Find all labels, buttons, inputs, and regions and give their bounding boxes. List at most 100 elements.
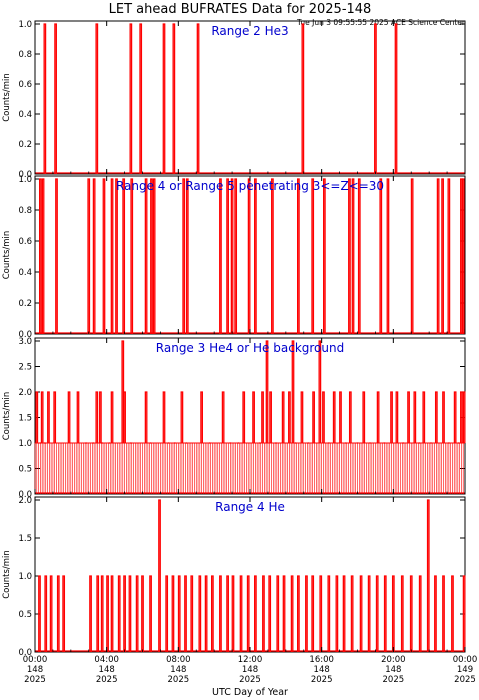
data-spike — [162, 391, 166, 443]
data-spike — [291, 340, 295, 443]
data-spike — [422, 391, 426, 443]
x-tick-label: 148 — [27, 665, 43, 675]
data-spike — [453, 391, 457, 443]
y-axis-label: Counts/min — [2, 73, 12, 122]
panel-4: 0.0 0.5 1.0 1.5 2.0 Counts/min Range 4 He — [2, 496, 466, 658]
y-tick-label: 0.5 — [18, 465, 32, 475]
data-spike — [62, 575, 66, 652]
data-spike — [409, 575, 413, 652]
y-tick-label: 0.0 — [18, 330, 32, 340]
data-spike — [376, 391, 380, 443]
panel-title: Range 4 or Range 5 penetrating 3<=Z<=30 — [116, 179, 384, 193]
data-spike — [254, 575, 257, 652]
x-tick-label: 20:00 — [381, 655, 406, 665]
data-spike — [359, 575, 363, 652]
data-spike — [76, 391, 80, 443]
panel-2: 0.0 0.2 0.4 0.6 0.8 1.0 Counts/min Range 4 or R… — [2, 175, 466, 340]
data-spike — [357, 178, 361, 334]
y-tick-label: 1.5 — [18, 414, 32, 424]
x-tick-label: 2025 — [311, 675, 333, 685]
data-spike — [35, 391, 39, 443]
data-spike — [141, 575, 144, 652]
panel-title: Range 3 He4 or He background — [156, 341, 344, 355]
data-spike — [117, 575, 121, 652]
chart-title: LET ahead BUFRATES Data for 2025-148 — [109, 2, 372, 17]
data-spike — [400, 575, 404, 652]
y-tick-label: 0.0 — [18, 490, 32, 500]
data-spike — [374, 23, 377, 174]
x-tick-label: 148 — [385, 665, 401, 675]
data-spike — [234, 178, 238, 334]
data-spike — [47, 391, 50, 443]
data-spike — [268, 575, 272, 652]
data-spike — [89, 575, 92, 652]
data-spike — [149, 575, 152, 652]
chart-timestamp: Tue Jun 3 09:55:55 2025 ACE Science Cent… — [296, 18, 466, 27]
panel-title: Range 2 He3 — [211, 24, 288, 38]
x-tick-label: 2025 — [24, 675, 46, 685]
x-tick-label: 00:00 — [453, 655, 478, 665]
data-spike — [100, 575, 104, 652]
data-spike — [158, 499, 161, 652]
data-spike — [196, 23, 200, 174]
data-spike — [462, 575, 466, 652]
data-spike — [271, 178, 274, 334]
data-spike — [379, 178, 383, 334]
data-spike — [322, 178, 326, 334]
data-spike — [219, 178, 222, 334]
data-spike — [123, 391, 126, 443]
data-spike — [87, 178, 91, 334]
y-tick-label: 1.0 — [18, 20, 32, 30]
data-spike — [39, 178, 42, 334]
data-spike — [252, 391, 255, 443]
data-spike — [413, 391, 417, 443]
data-spike — [332, 391, 336, 443]
data-spike — [43, 23, 47, 174]
data-spike — [247, 178, 251, 334]
data-spike — [92, 178, 96, 334]
data-spike — [53, 391, 57, 443]
data-spike — [211, 575, 214, 652]
data-spike — [281, 391, 285, 443]
data-spike — [311, 178, 315, 334]
x-tick-label: 08:00 — [166, 655, 191, 665]
panel-title: Range 4 He — [215, 500, 285, 514]
data-spike — [462, 391, 466, 443]
data-spike — [335, 575, 339, 652]
data-spike — [426, 499, 430, 652]
data-spike — [115, 178, 118, 334]
data-spike — [144, 391, 148, 443]
x-tick-label: 2025 — [239, 675, 261, 685]
data-spike — [262, 575, 265, 652]
y-axis-label: Counts/min — [2, 231, 12, 280]
data-spike — [204, 575, 208, 652]
x-tick-label: 148 — [99, 665, 115, 675]
x-axis: 00:00148202504:00148202508:00148202512:0… — [23, 655, 478, 685]
panel-3: 0.0 0.5 1.0 1.5 2.0 2.5 3.0 Counts/min Range 3 H… — [2, 337, 466, 500]
x-tick-label: 00:00 — [23, 655, 48, 665]
x-tick-label: 04:00 — [94, 655, 119, 665]
data-spike — [254, 178, 257, 334]
data-spike — [123, 575, 126, 652]
data-spike — [290, 575, 294, 652]
data-spike — [282, 575, 286, 652]
data-spike — [362, 391, 366, 443]
data-spike — [312, 391, 315, 443]
data-spike — [221, 391, 225, 443]
data-spike — [67, 391, 71, 443]
data-spike — [44, 575, 48, 652]
data-spike — [128, 575, 132, 652]
data-spike — [226, 575, 229, 652]
data-spike — [442, 575, 445, 652]
data-spike — [246, 575, 250, 652]
data-spike — [297, 178, 300, 334]
data-spike — [407, 391, 410, 443]
data-spike — [144, 178, 148, 334]
data-spike — [200, 391, 203, 443]
data-spike — [339, 391, 342, 443]
data-spike — [311, 575, 315, 652]
data-spike — [265, 340, 269, 443]
data-spike — [318, 340, 322, 443]
data-spike — [367, 575, 371, 652]
